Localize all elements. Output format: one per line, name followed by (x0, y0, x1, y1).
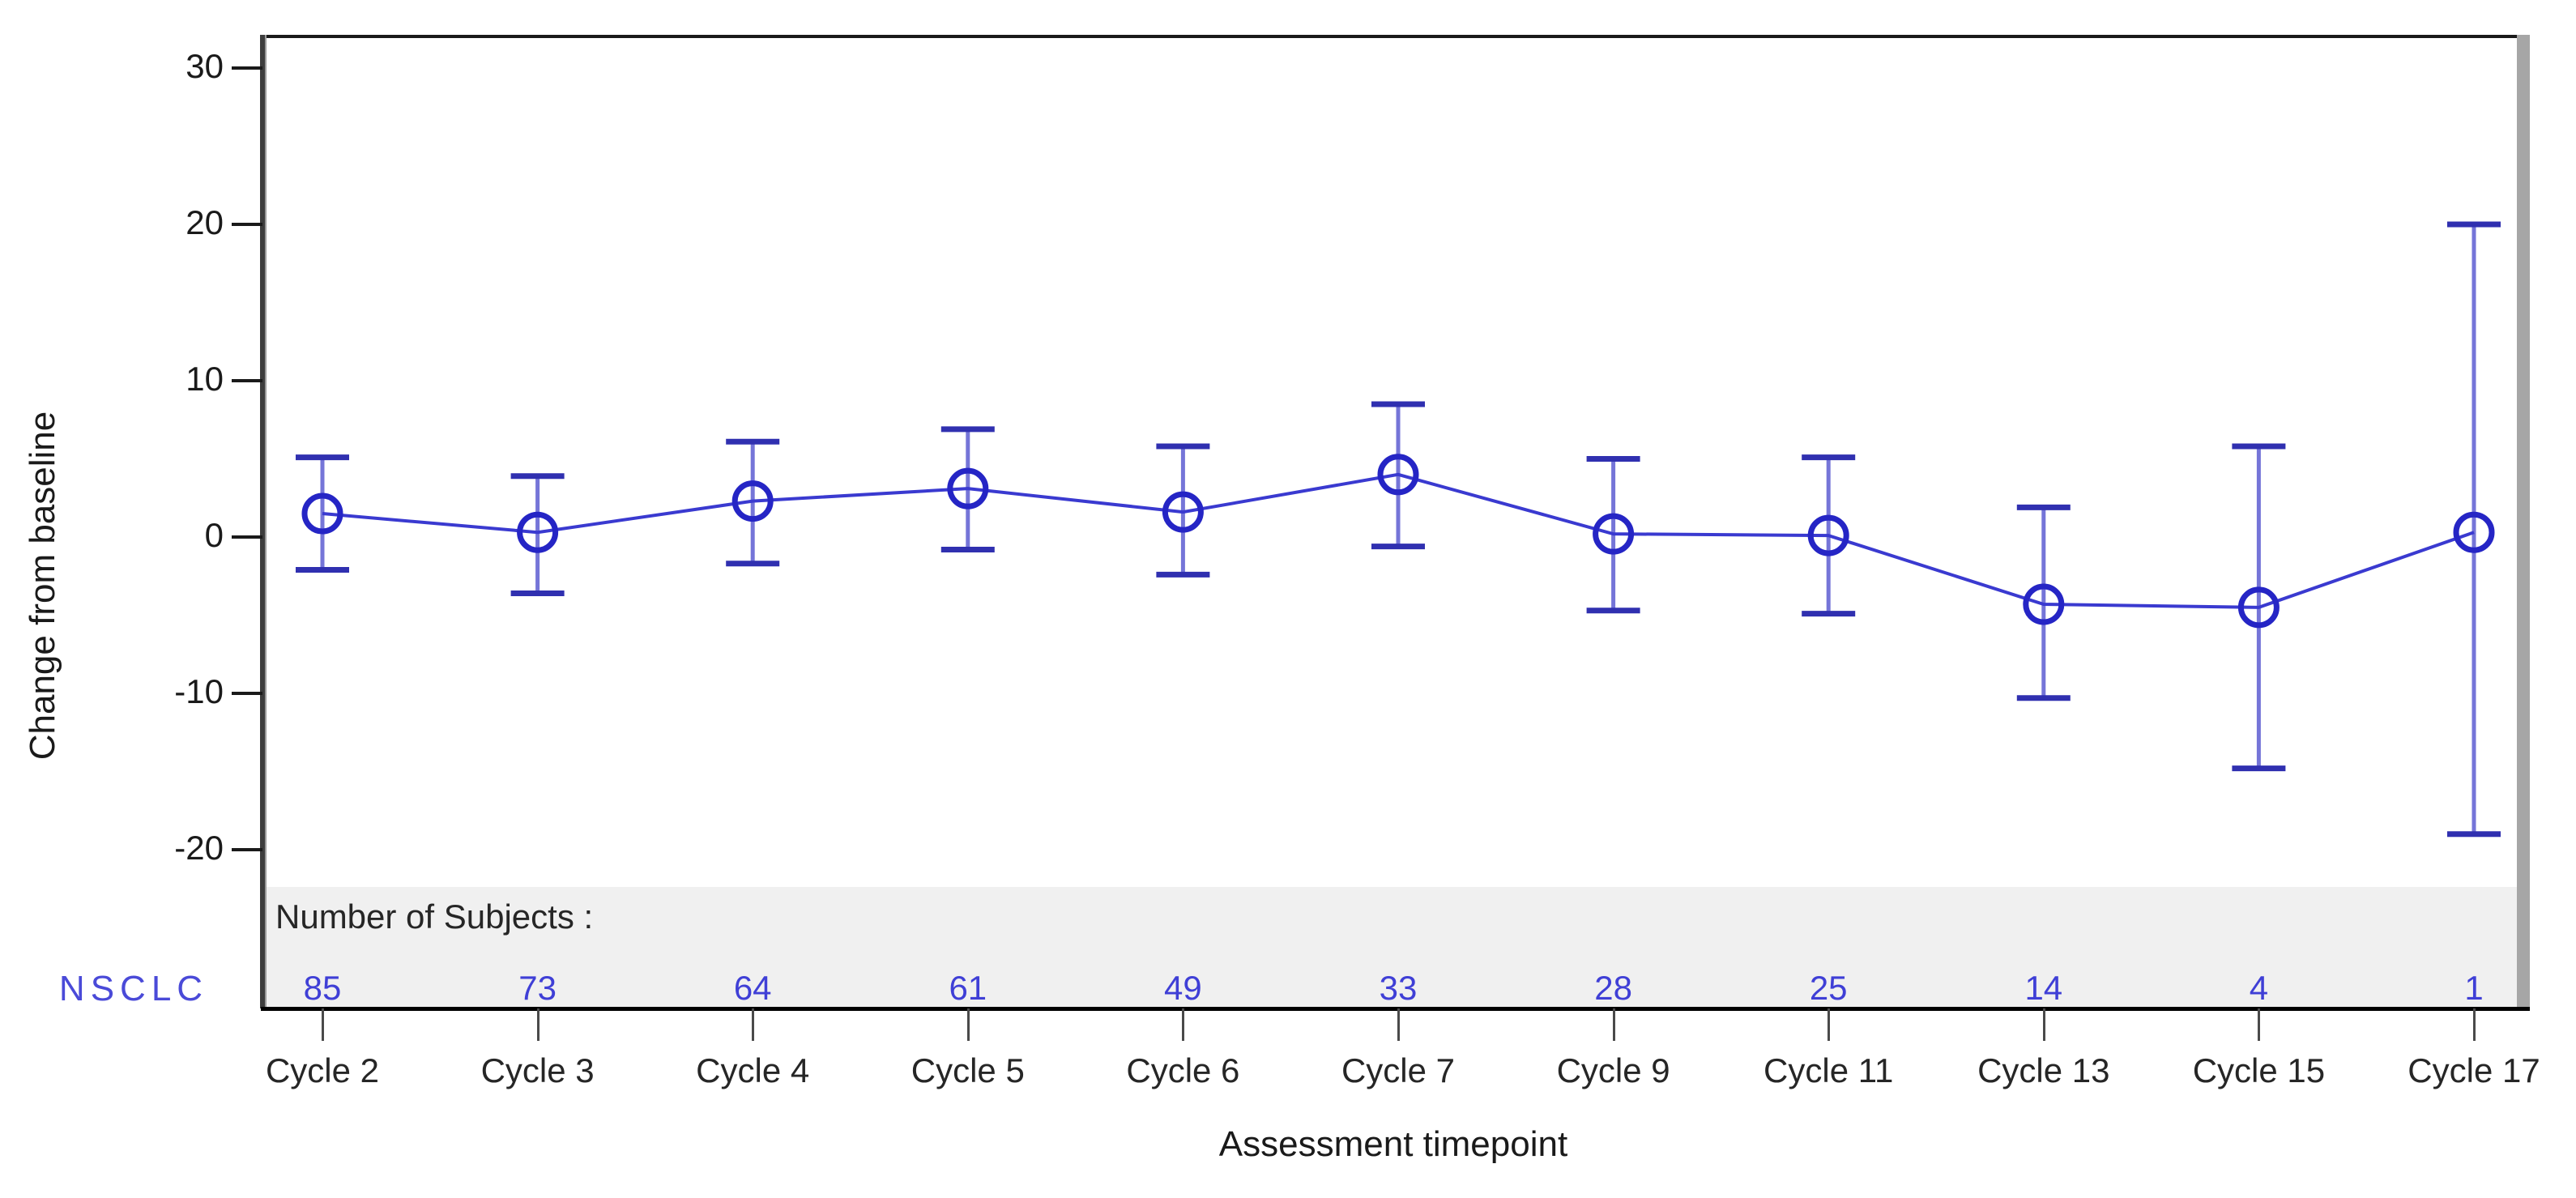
y-tick-label: -20 (174, 829, 224, 867)
data-point-marker (1377, 454, 1419, 496)
x-tick-mark (2473, 1008, 2476, 1041)
x-tick-mark (2258, 1008, 2261, 1041)
x-tick-mark (322, 1008, 324, 1041)
x-tick-label: Cycle 15 (2192, 1051, 2326, 1089)
number-of-subjects-band (265, 887, 2517, 1007)
series-line (322, 472, 2475, 609)
y-tick-label: 30 (186, 47, 224, 85)
subjects-header-label: Number of Subjects : (275, 897, 594, 936)
data-point-marker (517, 511, 559, 553)
x-tick-mark (536, 1008, 540, 1041)
subject-count: 1 (2464, 969, 2484, 1007)
subject-count: 64 (733, 969, 772, 1007)
x-axis-line (261, 1007, 2530, 1011)
data-point-marker (1807, 514, 1849, 556)
data-point-marker (2023, 583, 2065, 625)
subject-count: 28 (1594, 969, 1632, 1007)
x-tick-label: Cycle 13 (1977, 1051, 2110, 1089)
subject-count: 85 (303, 969, 342, 1007)
y-tick-mark (232, 535, 262, 539)
y-tick-label: 20 (186, 203, 224, 241)
data-point-marker (2453, 511, 2495, 553)
x-tick-mark (1182, 1008, 1185, 1041)
subject-count: 4 (2249, 969, 2269, 1007)
y-tick-label: 0 (204, 516, 224, 554)
x-tick-label: Cycle 6 (1126, 1051, 1240, 1089)
data-point-marker (1593, 513, 1635, 555)
y-tick-mark (232, 223, 262, 226)
x-tick-label: Cycle 7 (1341, 1051, 1456, 1089)
x-tick-label: Cycle 11 (1764, 1051, 1894, 1089)
data-point-marker (1162, 491, 1204, 533)
plot-border-top (261, 35, 2530, 38)
plot-border-left (260, 35, 267, 1008)
y-tick-label: 10 (186, 360, 224, 398)
data-point-marker (2237, 586, 2280, 629)
x-tick-label: Cycle 5 (911, 1051, 1025, 1089)
subject-count: 49 (1164, 969, 1202, 1007)
x-tick-mark (1397, 1008, 1400, 1041)
x-tick-mark (2042, 1008, 2045, 1041)
y-tick-label: -10 (174, 672, 224, 710)
x-tick-label: Cycle 4 (696, 1051, 810, 1089)
subject-count: 61 (949, 969, 987, 1007)
y-tick-mark (232, 66, 262, 70)
data-point-marker (731, 480, 774, 522)
y-tick-mark (232, 379, 262, 382)
x-tick-mark (966, 1008, 970, 1041)
x-tick-label: Cycle 17 (2408, 1051, 2540, 1089)
x-tick-label: Cycle 3 (480, 1051, 595, 1089)
subject-count: 73 (518, 969, 557, 1007)
subject-count: 25 (1809, 969, 1848, 1007)
y-tick-mark (232, 692, 262, 695)
y-axis-title: Change from baseline (23, 411, 62, 761)
y-tick-mark (232, 848, 262, 851)
x-tick-label: Cycle 2 (265, 1051, 380, 1089)
data-point-marker (947, 467, 989, 509)
x-tick-label: Cycle 9 (1556, 1051, 1670, 1089)
x-tick-mark (1828, 1008, 1831, 1041)
subject-count: 14 (2024, 969, 2063, 1007)
group-label-nsclc: NSCLC (58, 969, 209, 1008)
subject-count: 33 (1379, 969, 1418, 1007)
data-point-marker (301, 492, 343, 535)
plot-border-right (2517, 35, 2530, 1008)
x-tick-mark (752, 1008, 755, 1041)
x-tick-mark (1612, 1008, 1615, 1041)
x-axis-title: Assessment timepoint (1218, 1124, 1568, 1164)
